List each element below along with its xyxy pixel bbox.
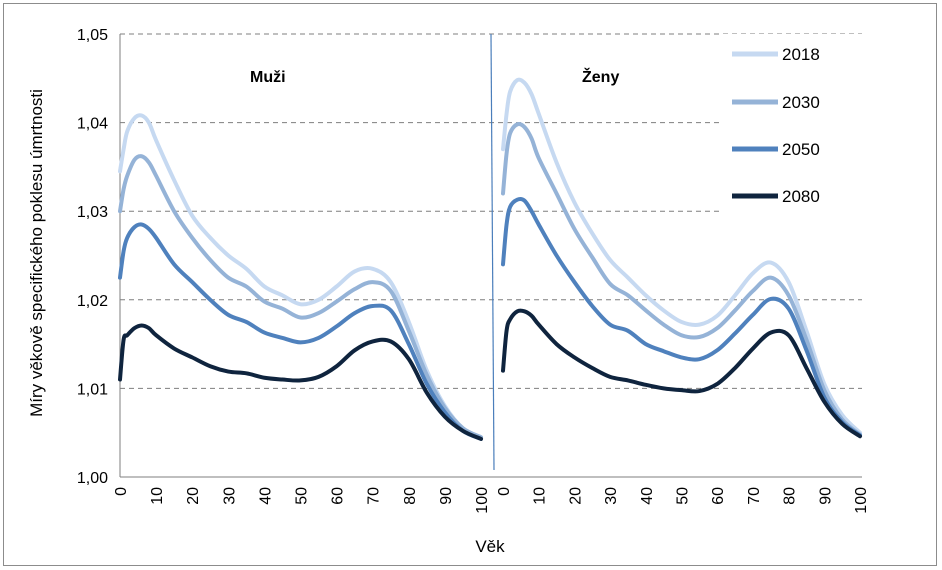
y-tick-label: 1,05 [77,27,108,44]
series-line-zeny-2080 [501,308,862,439]
panel-title-zeny: Ženy [582,67,619,86]
y-tick-label: 1,00 [77,470,108,487]
series-line-muzi-2050 [118,222,483,441]
series-line-zeny-2018 [501,77,862,435]
x-tick-label: 50 [675,487,692,505]
axes [119,33,862,478]
x-tick-label: 60 [710,487,727,505]
y-tick-label: 1,03 [77,204,108,221]
legend-label-2050: 2050 [782,140,820,159]
legend-label-2080: 2080 [782,187,820,206]
legend: 2018 2030 2050 2080 [722,34,872,214]
legend-label-2018: 2018 [782,45,820,64]
panel-title-muzi: Muži [250,69,286,86]
x-tick-label: 30 [221,487,238,505]
y-tick-label: 1,04 [77,116,108,133]
y-axis-title: Míry věkově specifického poklesu úmrtnos… [27,89,46,417]
series-line-zeny-2030 [501,122,862,437]
x-tick-label: 10 [149,487,166,505]
x-tick-label: 80 [402,487,419,505]
x-tick-label: 40 [639,487,656,505]
x-tick-label: 40 [257,487,274,505]
x-tick-label: 10 [532,487,549,505]
x-tick-label: 30 [603,487,620,505]
x-tick-labels: 0 10 20 30 40 50 60 70 80 90 100 0 10 20 30 40 50 60 70 80 9… [113,487,870,514]
series-line-muzi-2018 [118,113,483,440]
x-tick-label: 100 [474,487,491,514]
panel-divider [490,33,495,471]
y-tick-label: 1,02 [77,293,108,310]
x-tick-label: 70 [366,487,383,505]
y-tick-labels: 1,00 1,01 1,02 1,03 1,04 1,05 [77,27,108,487]
y-tick-label: 1,01 [77,381,108,398]
series-line-muzi-2080 [118,323,483,441]
series-line-zeny-2050 [501,197,862,438]
x-tick-label: 80 [782,487,799,505]
x-tick-label: 50 [294,487,311,505]
x-axis-title: Věk [475,537,505,556]
series-line-muzi-2030 [118,154,483,440]
x-tick-label: 90 [817,487,834,505]
x-tick-label: 20 [185,487,202,505]
x-tick-label: 20 [567,487,584,505]
x-tick-label: 70 [746,487,763,505]
legend-box [722,34,872,214]
x-tick-label: 0 [113,487,130,496]
series-lines [118,77,862,441]
x-tick-label: 90 [438,487,455,505]
x-tick-label: 100 [853,487,870,514]
x-tick-label: 60 [330,487,347,505]
x-tick-label: 0 [496,487,513,496]
legend-label-2030: 2030 [782,93,820,112]
